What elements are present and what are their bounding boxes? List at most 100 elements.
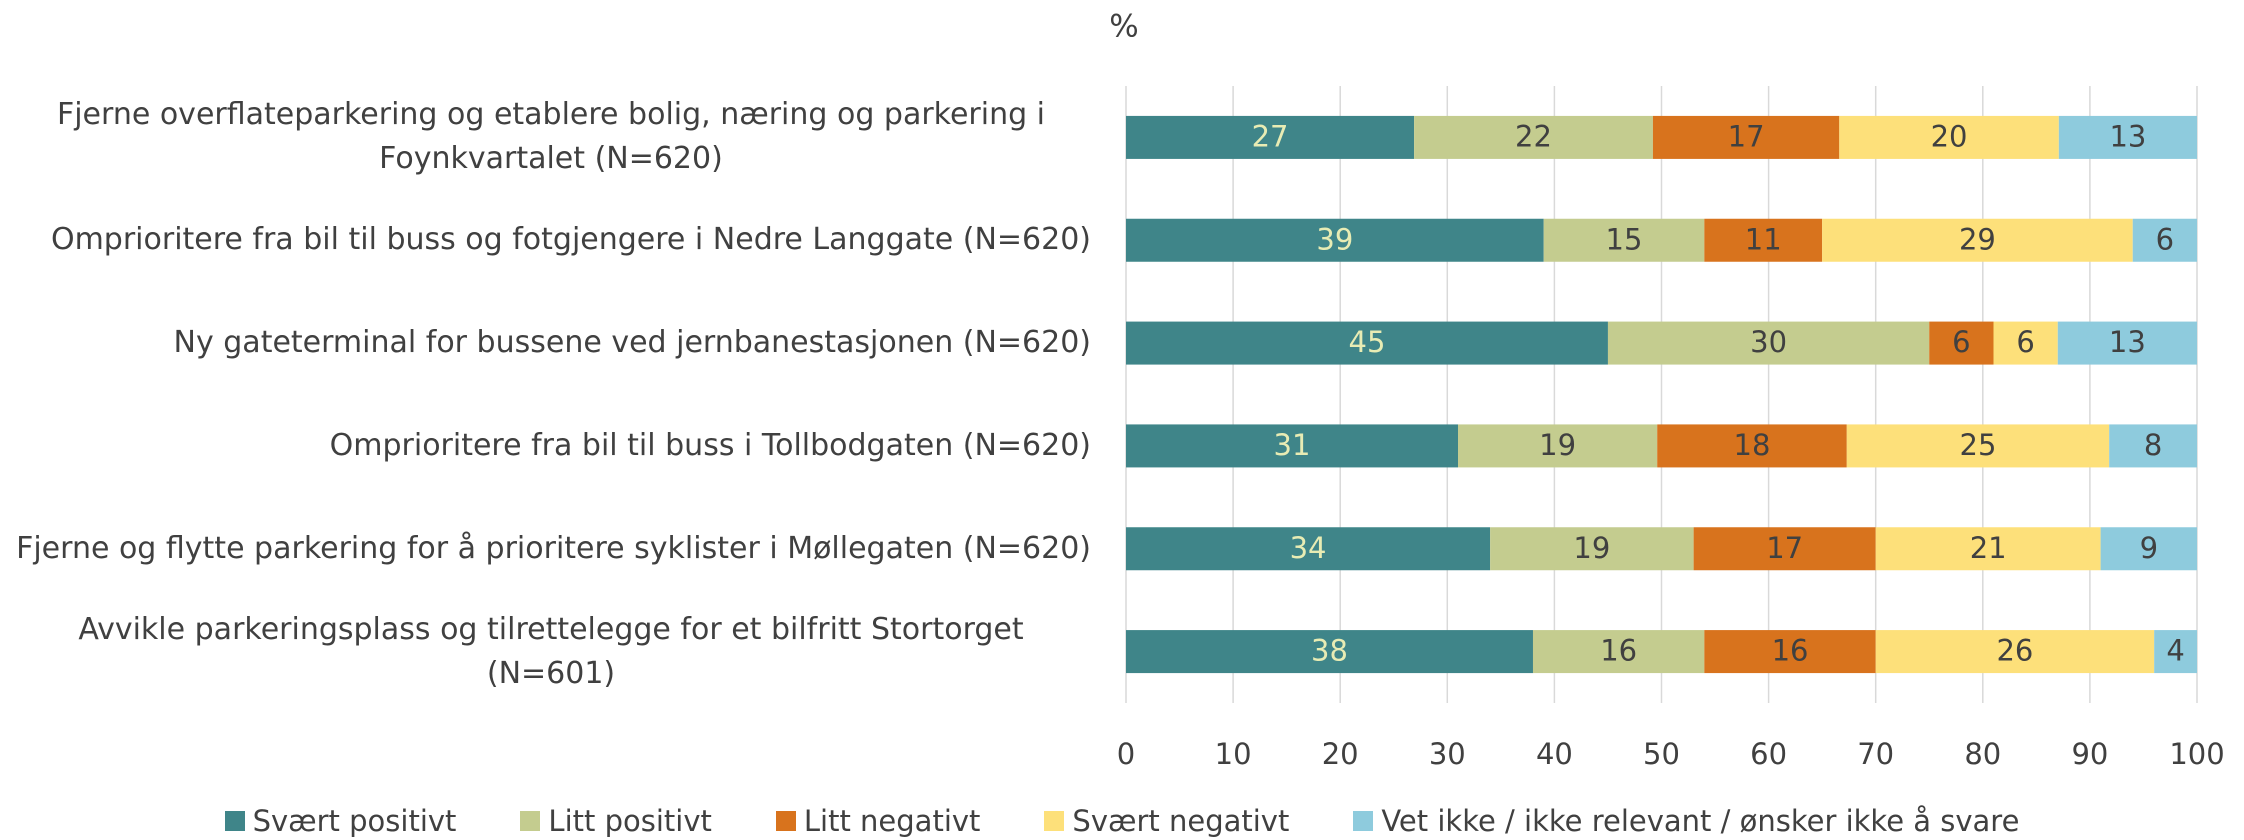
data-label: 19 <box>1539 428 1576 462</box>
x-tick-label: 10 <box>1215 737 1252 771</box>
x-tick-label: 30 <box>1429 737 1466 771</box>
legend-swatch <box>224 811 245 831</box>
bar-segment <box>1875 630 2155 674</box>
legend-item: Litt negativt <box>775 804 980 838</box>
data-label: 16 <box>1772 634 1809 668</box>
bar-segment <box>2057 321 2197 365</box>
legend-label: Svært negativt <box>1072 804 1290 838</box>
data-label: 31 <box>1274 428 1311 462</box>
bar-segment <box>1929 321 1994 365</box>
data-label: 39 <box>1316 222 1353 256</box>
bar-segment <box>1875 527 2101 571</box>
bar-segment <box>2109 424 2197 468</box>
data-label: 21 <box>1970 531 2007 565</box>
x-tick-label: 20 <box>1322 737 1359 771</box>
legend-label: Vet ikke / ikke relevant / ønsker ikke å… <box>1381 804 2020 838</box>
bar-segment <box>1993 321 2058 365</box>
category-label: Omprioritere fra bil til buss og fotgjen… <box>11 218 1091 262</box>
category-text: Fjerne overflateparkering og etablere bo… <box>56 97 1046 177</box>
legend-label: Litt positivt <box>548 804 712 838</box>
category-text: Omprioritere fra bil til buss i Tollbodg… <box>329 427 1091 463</box>
data-label: 45 <box>1349 325 1386 359</box>
bar-segment <box>2100 527 2197 571</box>
data-label: 4 <box>2166 634 2184 668</box>
bar-segment <box>1126 321 1608 365</box>
data-label: 30 <box>1750 325 1787 359</box>
data-label: 9 <box>2140 531 2158 565</box>
category-label: Avvikle parkeringsplass og tilrettelegge… <box>11 608 1091 696</box>
bar-segment <box>1693 527 1876 571</box>
legend-swatch <box>1044 811 1065 831</box>
data-label: 13 <box>2109 325 2146 359</box>
bar-segment <box>1704 630 1876 674</box>
category-text: Avvikle parkeringsplass og tilrettelegge… <box>78 611 1024 691</box>
category-label: Omprioritere fra bil til buss i Tollbodg… <box>11 424 1091 468</box>
data-label: 26 <box>1996 634 2033 668</box>
data-label: 17 <box>1766 531 1803 565</box>
data-label: 8 <box>2144 428 2162 462</box>
bar-segment <box>1846 424 2110 468</box>
data-label: 25 <box>1960 428 1997 462</box>
bar-segment <box>1543 218 1705 262</box>
category-label: Ny gateterminal for bussene ved jernbane… <box>11 321 1091 365</box>
x-tick-label: 80 <box>1964 737 2001 771</box>
x-tick-label: 90 <box>2071 737 2108 771</box>
category-label: Fjerne og flytte parkering for å priorit… <box>11 527 1091 571</box>
bar-segment <box>1704 218 1823 262</box>
bar-segment <box>2154 630 2197 674</box>
category-text: Fjerne og flytte parkering for å priorit… <box>16 530 1091 566</box>
category-text: Omprioritere fra bil til buss og fotgjen… <box>50 222 1091 258</box>
data-label: 6 <box>1952 325 1970 359</box>
bar-segment <box>1126 218 1544 262</box>
chart-title: % <box>1109 9 1138 45</box>
data-label: 15 <box>1606 222 1643 256</box>
bar-segment <box>1532 630 1705 674</box>
bar-segment <box>1126 630 1533 674</box>
data-label: 29 <box>1959 222 1996 256</box>
bar-segment <box>1126 527 1491 571</box>
data-label: 6 <box>2156 222 2174 256</box>
legend-swatch <box>520 811 541 831</box>
bar-segment <box>2058 115 2197 159</box>
bar-segment <box>1126 115 1415 159</box>
x-tick-label: 40 <box>1536 737 1573 771</box>
bar-segment <box>1822 218 2133 262</box>
bar-segment <box>2132 218 2197 262</box>
data-label: 34 <box>1290 531 1327 565</box>
bar-segment <box>1490 527 1694 571</box>
data-label: 22 <box>1515 119 1552 153</box>
legend-item: Svært negativt <box>1044 804 1289 838</box>
data-label: 38 <box>1311 634 1348 668</box>
bar-segment <box>1652 115 1840 159</box>
bar-segment <box>1657 424 1847 468</box>
category-text: Ny gateterminal for bussene ved jernbane… <box>173 325 1091 361</box>
bar-segment <box>1839 115 2059 159</box>
x-tick-label: 50 <box>1643 737 1680 771</box>
category-label: Fjerne overflateparkering og etablere bo… <box>11 93 1091 181</box>
x-tick-label: 70 <box>1857 737 1894 771</box>
x-tick-label: 60 <box>1750 737 1787 771</box>
bar-segment <box>1414 115 1653 159</box>
x-tick-label: 100 <box>2169 737 2224 771</box>
legend: Svært positivt Litt positivt Litt negativt… <box>0 804 2244 838</box>
bar-segment <box>1126 424 1459 468</box>
data-label: 11 <box>1745 222 1782 256</box>
data-label: 13 <box>2109 119 2146 153</box>
bar-segment <box>1458 424 1658 468</box>
legend-item: Vet ikke / ikke relevant / ønsker ikke å… <box>1353 804 2019 838</box>
data-label: 18 <box>1734 428 1771 462</box>
data-label: 20 <box>1931 119 1968 153</box>
legend-swatch <box>1353 811 1374 831</box>
data-label: 17 <box>1728 119 1765 153</box>
data-label: 6 <box>2016 325 2034 359</box>
legend-label: Svært positivt <box>252 804 457 838</box>
legend-swatch <box>775 811 796 831</box>
legend-item: Svært positivt <box>224 804 457 838</box>
data-label: 27 <box>1252 119 1289 153</box>
data-label: 19 <box>1573 531 1610 565</box>
data-label: 16 <box>1600 634 1637 668</box>
bar-segment <box>1607 321 1930 365</box>
legend-item: Litt positivt <box>520 804 712 838</box>
